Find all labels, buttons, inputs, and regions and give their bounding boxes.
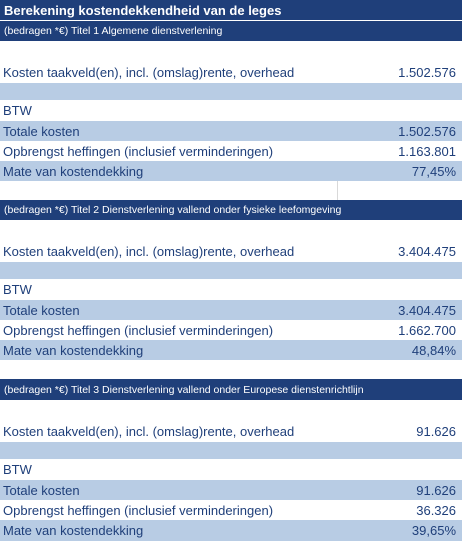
section-1-header: (bedragen *€) Titel 1 Algemene dienstver… (0, 21, 462, 41)
section-2-header-text: (bedragen *€) Titel 2 Dienstverlening va… (4, 204, 342, 216)
section-1-blank-shaded (0, 83, 462, 100)
kosten-value: 1.502.576 (398, 64, 456, 80)
section-1-spacer (0, 41, 462, 61)
totale-value: 3.404.475 (398, 302, 456, 318)
totale-value: 1.502.576 (398, 123, 456, 139)
btw-label: BTW (3, 282, 32, 297)
section-3-header-text: (bedragen *€) Titel 3 Dienstverlening va… (4, 383, 364, 396)
opbrengst-label: Opbrengst heffingen (inclusief verminder… (3, 322, 274, 338)
opbrengst-value: 36.326 (416, 502, 456, 518)
section-3-totale-row[interactable]: Totale kosten 91.626 (0, 480, 462, 500)
section-1-totale-row[interactable]: Totale kosten 1.502.576 (0, 121, 462, 141)
section-2-gap (0, 360, 462, 379)
opbrengst-value: 1.662.700 (398, 322, 456, 338)
section-2-totale-row[interactable]: Totale kosten 3.404.475 (0, 300, 462, 320)
section-1-gap (0, 181, 462, 200)
section-3-header: (bedragen *€) Titel 3 Dienstverlening va… (0, 379, 462, 400)
totale-label: Totale kosten (3, 302, 80, 318)
section-2-dekking-row[interactable]: Mate van kostendekking 48,84% (0, 340, 462, 360)
section-2-kosten-row[interactable]: Kosten taakveld(en), incl. (omslag)rente… (0, 240, 462, 262)
kosten-label: Kosten taakveld(en), incl. (omslag)rente… (3, 64, 295, 80)
section-3-kosten-row[interactable]: Kosten taakveld(en), incl. (omslag)rente… (0, 420, 462, 442)
section-1-btw-row[interactable]: BTW (0, 100, 462, 121)
section-2-header: (bedragen *€) Titel 2 Dienstverlening va… (0, 200, 462, 220)
section-1-header-text: (bedragen *€) Titel 1 Algemene dienstver… (4, 25, 223, 37)
dekking-label: Mate van kostendekking (3, 342, 144, 358)
section-2-spacer (0, 220, 462, 240)
totale-label: Totale kosten (3, 482, 80, 498)
kosten-value: 91.626 (416, 423, 456, 439)
totale-value: 91.626 (416, 482, 456, 498)
totale-label: Totale kosten (3, 123, 80, 139)
kosten-label: Kosten taakveld(en), incl. (omslag)rente… (3, 243, 295, 259)
opbrengst-label: Opbrengst heffingen (inclusief verminder… (3, 143, 274, 159)
sheet-title-text: Berekening kostendekkendheid van de lege… (4, 2, 282, 18)
dekking-value: 48,84% (411, 342, 456, 358)
section-3-dekking-row[interactable]: Mate van kostendekking 39,65% (0, 520, 462, 541)
dekking-label: Mate van kostendekking (3, 163, 144, 179)
opbrengst-value: 1.163.801 (398, 143, 456, 159)
section-3-btw-row[interactable]: BTW (0, 459, 462, 480)
section-2-blank-shaded (0, 262, 462, 279)
dekking-label: Mate van kostendekking (3, 523, 144, 538)
section-3-spacer (0, 400, 462, 420)
dekking-value: 39,65% (411, 523, 456, 538)
kosten-label: Kosten taakveld(en), incl. (omslag)rente… (3, 423, 295, 439)
section-1-opbrengst-row[interactable]: Opbrengst heffingen (inclusief verminder… (0, 141, 462, 161)
btw-label: BTW (3, 462, 32, 477)
btw-label: BTW (3, 103, 32, 118)
section-2-opbrengst-row[interactable]: Opbrengst heffingen (inclusief verminder… (0, 320, 462, 340)
section-3-blank-shaded (0, 442, 462, 459)
dekking-value: 77,45% (411, 163, 456, 179)
opbrengst-label: Opbrengst heffingen (inclusief verminder… (3, 502, 274, 518)
section-1-kosten-row[interactable]: Kosten taakveld(en), incl. (omslag)rente… (0, 61, 462, 83)
section-2-btw-row[interactable]: BTW (0, 279, 462, 300)
kosten-value: 3.404.475 (398, 243, 456, 259)
section-3-opbrengst-row[interactable]: Opbrengst heffingen (inclusief verminder… (0, 500, 462, 520)
section-1-dekking-row[interactable]: Mate van kostendekking 77,45% (0, 161, 462, 181)
sheet-title: Berekening kostendekkendheid van de lege… (0, 0, 462, 21)
grid-line (337, 181, 338, 200)
